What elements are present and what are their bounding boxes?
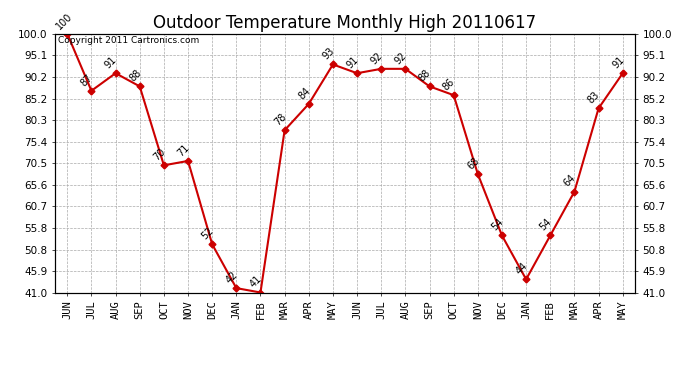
- Text: 54: 54: [538, 217, 553, 233]
- Text: 70: 70: [151, 147, 167, 162]
- Title: Outdoor Temperature Monthly High 20110617: Outdoor Temperature Monthly High 2011061…: [153, 14, 537, 32]
- Text: 88: 88: [127, 68, 143, 84]
- Text: 52: 52: [199, 226, 215, 242]
- Text: 84: 84: [296, 86, 312, 101]
- Text: 92: 92: [393, 50, 408, 66]
- Text: 64: 64: [562, 173, 578, 189]
- Text: 93: 93: [320, 46, 336, 62]
- Text: 91: 91: [344, 55, 360, 70]
- Text: 91: 91: [610, 55, 626, 70]
- Text: 78: 78: [272, 112, 288, 128]
- Text: 44: 44: [513, 261, 529, 277]
- Text: 41: 41: [248, 274, 264, 290]
- Text: 86: 86: [441, 76, 457, 92]
- Text: 54: 54: [489, 217, 505, 233]
- Text: 92: 92: [368, 50, 384, 66]
- Text: Copyright 2011 Cartronics.com: Copyright 2011 Cartronics.com: [58, 36, 199, 45]
- Text: 91: 91: [103, 55, 119, 70]
- Text: 71: 71: [175, 142, 191, 158]
- Text: 83: 83: [586, 90, 602, 105]
- Text: 100: 100: [55, 11, 75, 31]
- Text: 88: 88: [417, 68, 433, 84]
- Text: 87: 87: [79, 72, 95, 88]
- Text: 68: 68: [465, 156, 481, 171]
- Text: 42: 42: [224, 270, 239, 285]
